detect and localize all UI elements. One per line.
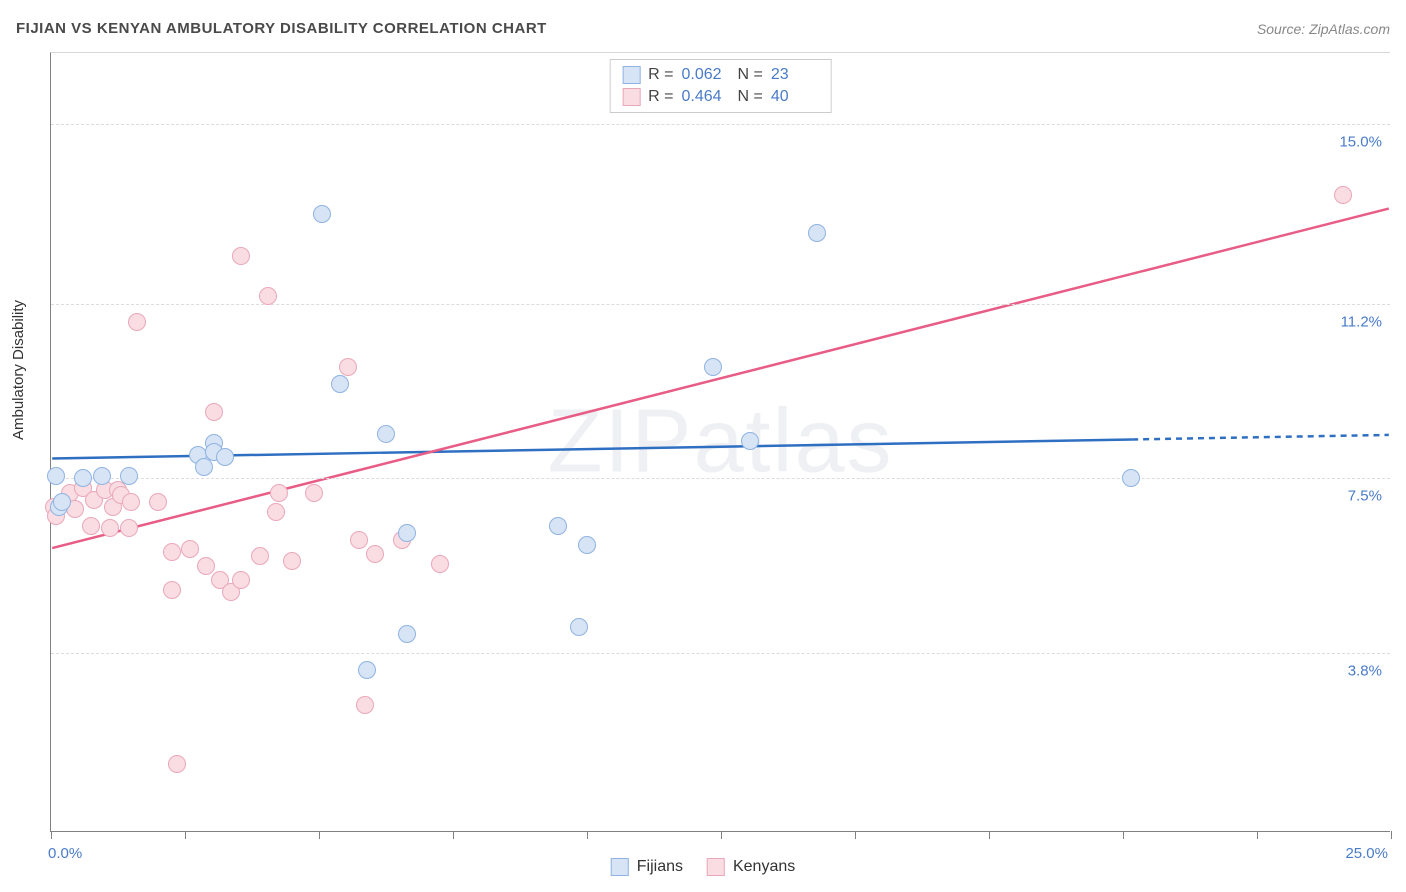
scatter-point-kenyans <box>259 287 277 305</box>
scatter-point-kenyans <box>267 503 285 521</box>
scatter-point-fijians <box>808 224 826 242</box>
scatter-point-fijians <box>74 469 92 487</box>
legend-series-label: Fijians <box>637 858 683 876</box>
scatter-point-kenyans <box>283 552 301 570</box>
y-tick-label: 15.0% <box>1339 133 1382 150</box>
chart-title: FIJIAN VS KENYAN AMBULATORY DISABILITY C… <box>16 20 547 37</box>
scatter-point-fijians <box>331 375 349 393</box>
legend-swatch <box>622 66 640 84</box>
r-value: 0.464 <box>682 88 730 106</box>
x-tick <box>185 831 186 839</box>
gridline <box>51 304 1390 305</box>
x-tick <box>51 831 52 839</box>
chart-plot-area: ZIPatlas R =0.062N =23R =0.464N =40 3.8%… <box>50 52 1390 832</box>
scatter-point-kenyans <box>366 545 384 563</box>
scatter-point-fijians <box>704 358 722 376</box>
legend-swatch <box>622 88 640 106</box>
legend-series-item: Kenyans <box>707 858 795 876</box>
x-tick <box>989 831 990 839</box>
scatter-point-kenyans <box>270 484 288 502</box>
x-tick <box>319 831 320 839</box>
scatter-point-kenyans <box>356 696 374 714</box>
scatter-point-fijians <box>377 425 395 443</box>
y-tick-label: 11.2% <box>1341 313 1382 330</box>
source-label: Source: ZipAtlas.com <box>1257 21 1390 37</box>
scatter-point-kenyans <box>128 313 146 331</box>
correlation-legend: R = 0.062 N = 23 R = 0.464 N = 40 <box>609 59 832 113</box>
trend-lines-layer <box>51 53 1390 831</box>
scatter-point-kenyans <box>197 557 215 575</box>
series-legend: Fijians Kenyans <box>611 858 796 876</box>
y-tick-label: 3.8% <box>1348 663 1382 680</box>
scatter-point-kenyans <box>163 543 181 561</box>
x-tick <box>721 831 722 839</box>
scatter-point-kenyans <box>232 247 250 265</box>
n-label: N = <box>738 88 763 106</box>
gridline <box>51 653 1390 654</box>
x-tick <box>1123 831 1124 839</box>
scatter-point-fijians <box>1122 469 1140 487</box>
n-value: 40 <box>771 88 819 106</box>
scatter-point-kenyans <box>431 555 449 573</box>
scatter-point-kenyans <box>350 531 368 549</box>
scatter-point-fijians <box>578 536 596 554</box>
gridline <box>51 124 1390 125</box>
scatter-point-fijians <box>195 458 213 476</box>
scatter-point-kenyans <box>120 519 138 537</box>
scatter-point-fijians <box>741 432 759 450</box>
x-tick <box>1257 831 1258 839</box>
scatter-point-kenyans <box>168 755 186 773</box>
legend-series-item: Fijians <box>611 858 683 876</box>
scatter-point-kenyans <box>205 403 223 421</box>
scatter-point-fijians <box>120 467 138 485</box>
scatter-point-kenyans <box>181 540 199 558</box>
scatter-point-kenyans <box>251 547 269 565</box>
scatter-point-fijians <box>398 625 416 643</box>
scatter-point-kenyans <box>232 571 250 589</box>
legend-series-label: Kenyans <box>733 858 795 876</box>
x-tick <box>453 831 454 839</box>
legend-stat-row: R = 0.062 N = 23 <box>622 64 819 86</box>
chart-header: FIJIAN VS KENYAN AMBULATORY DISABILITY C… <box>16 20 1390 37</box>
r-label: R = <box>648 66 673 84</box>
scatter-point-fijians <box>313 205 331 223</box>
n-label: N = <box>738 66 763 84</box>
x-tick <box>855 831 856 839</box>
legend-swatch <box>611 858 629 876</box>
scatter-point-fijians <box>216 448 234 466</box>
scatter-point-fijians <box>358 661 376 679</box>
scatter-point-fijians <box>93 467 111 485</box>
x-tick <box>1391 831 1392 839</box>
y-axis-label: Ambulatory Disability <box>10 300 27 440</box>
scatter-point-kenyans <box>163 581 181 599</box>
legend-swatch <box>707 858 725 876</box>
scatter-point-kenyans <box>149 493 167 511</box>
scatter-point-kenyans <box>122 493 140 511</box>
x-axis-min-label: 0.0% <box>48 845 82 862</box>
x-tick <box>587 831 588 839</box>
scatter-point-kenyans <box>82 517 100 535</box>
scatter-point-kenyans <box>339 358 357 376</box>
scatter-point-kenyans <box>305 484 323 502</box>
scatter-point-fijians <box>549 517 567 535</box>
scatter-point-fijians <box>53 493 71 511</box>
x-axis-max-label: 25.0% <box>1345 845 1388 862</box>
r-value: 0.062 <box>682 66 730 84</box>
scatter-point-kenyans <box>1334 186 1352 204</box>
scatter-point-kenyans <box>101 519 119 537</box>
scatter-point-fijians <box>570 618 588 636</box>
r-label: R = <box>648 88 673 106</box>
y-tick-label: 7.5% <box>1348 488 1382 505</box>
scatter-point-fijians <box>47 467 65 485</box>
n-value: 23 <box>771 66 819 84</box>
legend-stat-row: R = 0.464 N = 40 <box>622 86 819 108</box>
scatter-point-fijians <box>398 524 416 542</box>
gridline <box>51 478 1390 479</box>
